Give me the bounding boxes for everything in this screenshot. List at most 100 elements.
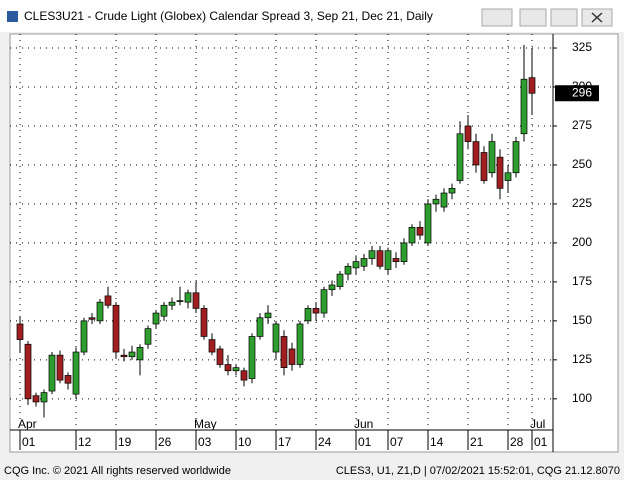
footer-right: CLES3, U1, Z1,D | 07/02/2021 15:52:01, C… [336,465,620,477]
candle-body [328,284,336,291]
candle-body [232,367,240,372]
candle-body [256,317,264,337]
candle-body [120,354,128,358]
candle-body [16,323,24,340]
candle-body [368,250,376,259]
candle-body [176,300,184,302]
candle-body [304,308,312,322]
candle-body [504,172,512,181]
x-tick-label: 17 [278,435,292,449]
maximize-button[interactable] [550,8,578,27]
link-button[interactable] [481,8,513,27]
candle-body [440,192,448,208]
candle-body [344,265,352,275]
candle-body [400,242,408,262]
candle-body [384,250,392,270]
y-tick-label: 125 [572,352,592,366]
candle-body [456,133,464,181]
candle-body [200,308,208,337]
candle-body [64,375,72,384]
x-tick-label: 26 [158,435,172,449]
candle-body [56,354,64,381]
candle-body [208,339,216,353]
y-tick-label: 175 [572,274,592,288]
candle-body [520,78,528,135]
candle-body [72,351,80,395]
candle-body [496,156,504,189]
candle-body [272,323,280,353]
candle-body [248,336,256,379]
candle-body [40,392,48,403]
candle-body [240,370,248,381]
y-tick-label: 100 [572,391,592,405]
candle-body [48,354,56,392]
y-tick-label: 225 [572,196,592,210]
x-tick-label: 01 [534,435,548,449]
candle-body [128,351,136,358]
candle-body [112,304,120,353]
month-label: Jun [354,417,373,431]
x-tick-label: 21 [470,435,484,449]
candle-body [408,226,416,244]
candle-body [32,395,40,403]
candle-body [472,141,480,166]
candle-body [448,187,456,194]
candle-body [136,347,144,361]
x-tick-label: 28 [510,435,524,449]
candle-body [80,320,88,353]
footer-left: CQG Inc. © 2021 All rights reserved worl… [4,465,231,477]
last-price-box [555,85,599,102]
candle-body [480,152,488,181]
candle-body [312,308,320,314]
candle-body [224,364,232,372]
x-tick-label: 24 [318,435,332,449]
x-tick-label: 19 [118,435,132,449]
candle-body [464,125,472,142]
candle-body [168,301,176,306]
candle-body [320,289,328,314]
candle-body [296,323,304,365]
candle-body [104,295,112,306]
candle-body [488,141,496,174]
y-tick-label: 325 [572,40,592,54]
x-tick-label: 14 [430,435,444,449]
candle-body [512,141,520,174]
window-title: CLES3U21 - Crude Light (Globex) Calendar… [24,9,433,23]
month-label: Jul [530,417,545,431]
x-tick-label: 03 [198,435,212,449]
last-price-label: 296 [572,85,592,99]
candle-body [416,226,424,236]
candle-body [160,304,168,317]
candle-body [152,312,160,325]
month-label: Apr [18,417,37,431]
app-icon [7,11,18,22]
candle-body [392,258,400,262]
close-icon [591,12,603,23]
x-tick-label: 12 [78,435,92,449]
candle-body [88,317,96,320]
candle-body [280,336,288,368]
x-tick-label: 10 [238,435,252,449]
candle-body [216,348,224,365]
candle-body [352,261,360,269]
x-tick-label: 01 [358,435,372,449]
candle-body [432,198,440,205]
candle-body [184,292,192,303]
candle-body [288,348,296,365]
y-tick-label: 200 [572,235,592,249]
candle-body [144,328,152,345]
candle-body [96,301,104,322]
month-label: May [194,417,217,431]
x-tick-label: 01 [22,435,36,449]
candle-body [424,203,432,244]
candle-body [24,343,32,400]
minimize-button[interactable] [519,8,547,27]
y-tick-label: 275 [572,118,592,132]
candle-body [192,292,200,309]
y-tick-label: 150 [572,313,592,327]
x-tick-label: 07 [390,435,404,449]
candle-body [336,273,344,287]
plot: 1001251501752002252502753003250112192603… [10,34,599,450]
candle-body [376,250,384,267]
chart-panel [9,33,619,453]
